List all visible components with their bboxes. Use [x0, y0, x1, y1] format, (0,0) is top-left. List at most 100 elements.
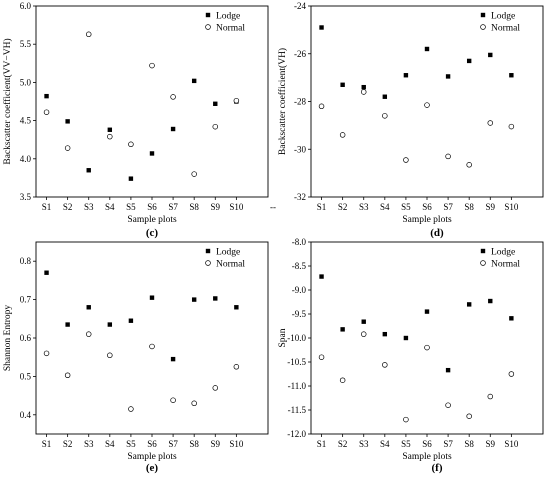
data-point-lodge	[234, 305, 239, 310]
y-tick-label: -28	[294, 97, 306, 107]
data-point-lodge	[424, 46, 430, 52]
data-point-normal	[318, 103, 325, 110]
x-tick-label: S6	[147, 202, 157, 212]
x-tick-label: S1	[317, 202, 327, 212]
data-point-normal	[85, 331, 92, 337]
y-tick-label: 6.0	[20, 1, 32, 11]
legend-marker-circle	[480, 24, 486, 30]
y-axis-label: Backscatter coefficient(VV−VH)	[2, 38, 13, 164]
plot-frame	[310, 5, 544, 198]
data-point-normal	[403, 416, 409, 423]
data-point-lodge	[382, 94, 388, 99]
plot-frame	[35, 241, 269, 435]
legend: Lodge Normal	[205, 12, 245, 34]
legend-label: Lodge	[216, 12, 240, 22]
data-point-lodge	[361, 84, 366, 90]
data-point-normal	[382, 362, 388, 368]
y-tick-label: -10.5	[287, 357, 306, 367]
data-point-lodge	[149, 295, 155, 300]
x-axis-label: Sample plots	[402, 215, 452, 225]
panel-label: (e)	[146, 462, 159, 474]
data-point-normal	[466, 413, 472, 419]
y-axis-label: Backscatter coefficient(VH)	[277, 48, 288, 155]
x-tick-label: S2	[63, 439, 73, 449]
x-tick-label: S9	[486, 202, 496, 212]
x-tick-label: S1	[42, 439, 52, 449]
legend-marker-square	[480, 248, 486, 254]
data-point-normal	[43, 109, 50, 115]
data-point-normal	[508, 123, 515, 130]
x-tick-label: S8	[189, 439, 199, 449]
data-point-lodge	[319, 25, 324, 30]
x-tick-label: S2	[63, 202, 73, 212]
x-tick-label: S5	[126, 202, 136, 212]
data-point-lodge	[44, 93, 49, 99]
x-tick-label: S10	[504, 439, 519, 449]
data-point-normal	[43, 350, 50, 357]
data-point-normal	[445, 153, 451, 160]
legend-marker-square	[480, 12, 486, 18]
data-point-normal	[212, 385, 219, 391]
y-tick-label: -8.5	[292, 261, 307, 271]
y-tick-label: -30	[294, 144, 306, 154]
y-tick-label: -12.0	[287, 429, 306, 439]
data-point-lodge	[509, 316, 514, 321]
legend-label: Lodge	[491, 12, 515, 22]
data-point-normal	[64, 145, 71, 151]
data-point-lodge	[509, 73, 514, 78]
legend-marker-square	[205, 248, 211, 254]
x-axis-label: Sample plots	[127, 215, 177, 225]
legend-label: Normal	[491, 260, 520, 270]
legend-label: Lodge	[491, 248, 515, 258]
data-point-lodge	[44, 270, 49, 275]
data-point-normal	[487, 393, 494, 400]
data-point-lodge	[107, 322, 113, 327]
y-tick-label: 5.5	[20, 39, 32, 49]
x-tick-label: S5	[401, 202, 411, 212]
legend-label: Normal	[216, 24, 245, 34]
data-point-normal	[339, 132, 346, 138]
x-tick-label: S1	[42, 202, 52, 212]
data-point-normal	[85, 31, 92, 38]
plot-frame	[35, 5, 269, 198]
y-tick-label: 3.5	[20, 192, 32, 202]
x-tick-label: S8	[464, 202, 474, 212]
panel-label: (c)	[146, 227, 159, 239]
data-point-lodge	[65, 119, 70, 124]
x-tick-label: S2	[338, 439, 348, 449]
data-point-lodge	[488, 52, 493, 58]
data-point-lodge	[170, 356, 176, 362]
data-point-lodge	[213, 296, 218, 301]
x-tick-label: S3	[359, 439, 369, 449]
y-tick-label: -11.0	[288, 381, 307, 391]
legend-label: Lodge	[216, 248, 240, 258]
data-point-normal	[149, 343, 155, 350]
y-tick-label: 4.0	[20, 154, 32, 164]
data-point-lodge	[382, 331, 388, 337]
data-point-lodge	[319, 274, 324, 279]
x-axis-label: Sample plots	[127, 452, 177, 462]
x-tick-label: S7	[168, 439, 178, 449]
x-tick-label: S9	[211, 202, 221, 212]
x-axis-label: Sample plots	[402, 452, 452, 462]
x-tick-label: S4	[380, 202, 390, 212]
x-tick-label: S3	[84, 439, 94, 449]
legend-marker-circle	[480, 260, 486, 266]
data-point-lodge	[361, 319, 366, 324]
x-tick-label: S8	[189, 202, 199, 212]
data-point-normal	[360, 331, 367, 337]
data-point-normal	[382, 113, 388, 119]
data-point-normal	[403, 157, 409, 163]
panel-label: (f)	[432, 462, 443, 474]
legend-marker-circle	[205, 260, 211, 266]
x-tick-label: S5	[126, 439, 136, 449]
data-point-lodge	[424, 309, 430, 314]
x-tick-label: S2	[338, 202, 348, 212]
data-point-normal	[508, 371, 515, 377]
x-tick-label: S6	[422, 202, 432, 212]
data-point-normal	[339, 377, 346, 383]
data-point-lodge	[191, 297, 197, 302]
data-point-lodge	[107, 127, 113, 132]
y-tick-label: -9.0	[292, 285, 307, 295]
data-point-lodge	[403, 73, 409, 78]
